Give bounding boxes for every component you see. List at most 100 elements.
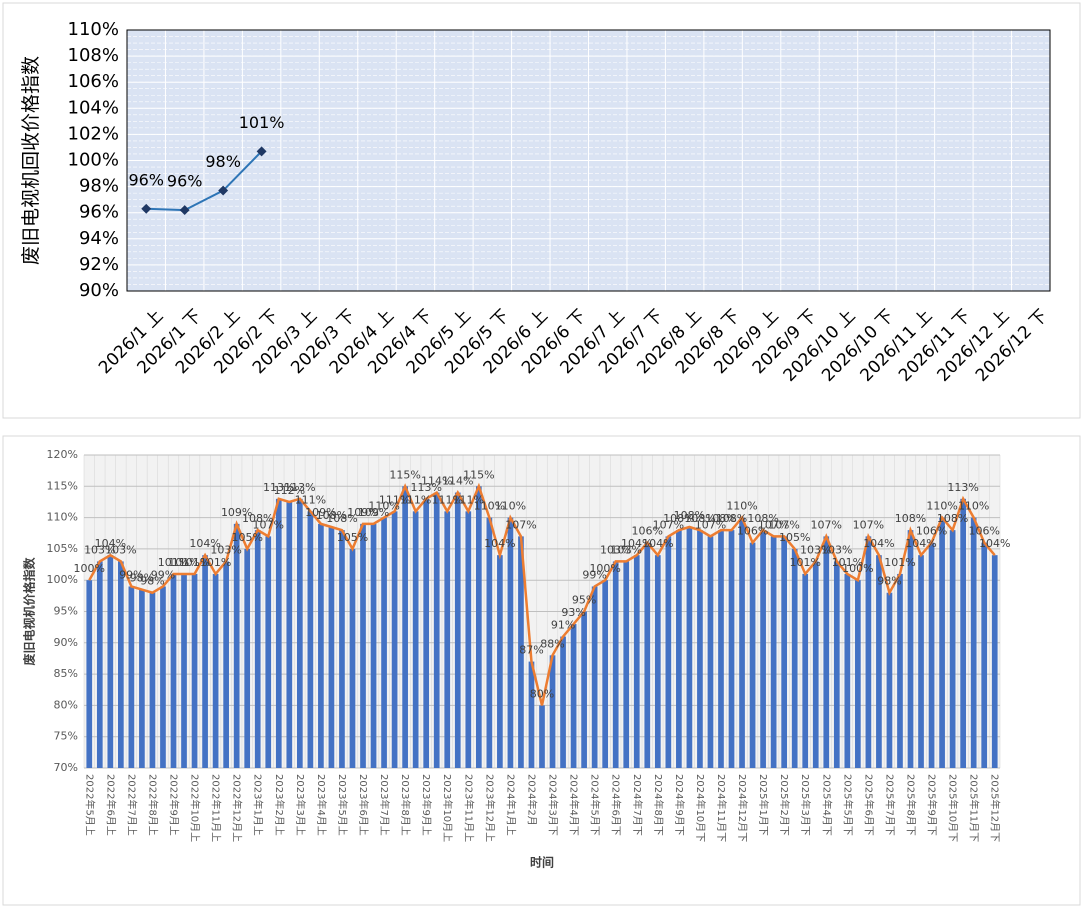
data-label: 101% [884,556,915,569]
y-tick-label: 100% [68,150,119,171]
x-tick-label: 2023年9月上 [420,774,433,836]
marker [141,203,152,214]
bar [181,573,187,768]
data-label: 100% [842,562,873,575]
data-label: 87% [519,644,543,657]
bar [981,542,988,768]
x-tick-label: 2024年4月下 [568,774,581,836]
x-tick-label: 2023年8月上 [399,774,412,836]
bar [507,517,514,768]
bar [202,555,208,768]
data-label: 106% [916,525,947,538]
bar [233,523,240,768]
bar [781,536,788,768]
bar [518,536,524,768]
data-label: 103% [105,543,136,556]
data-label: 108% [674,509,705,522]
data-label: 110% [495,500,526,513]
x-tick-label: 2022年9月上 [167,774,180,836]
x-tick-label: 2022年5月上 [83,774,96,836]
bar [949,530,956,768]
bar [96,561,103,768]
x-tick-label: 2025年11月下 [968,774,981,842]
bar [760,530,766,768]
bar [339,530,345,768]
x-tick-label: 2024年3月下 [547,774,560,836]
plot-border [126,29,1051,292]
bar [412,511,419,768]
data-label: 91% [551,619,575,632]
data-label: 113% [263,481,294,494]
bar [591,586,598,768]
bar [612,561,619,768]
bar [897,573,903,768]
y-tick-label: 106% [68,71,119,92]
data-label: 107% [653,518,684,531]
data-label: 101% [832,556,863,569]
bar [402,486,408,768]
y-tick-label: 80% [54,698,78,711]
data-label: 104% [189,537,220,550]
bar [497,555,503,768]
bar [654,555,661,768]
bar [454,492,461,768]
bar [275,498,282,768]
data-label: 115% [463,468,494,481]
data-label: 98% [140,575,164,588]
bar [581,611,587,768]
data-label: 104% [979,537,1010,550]
bar [802,573,809,768]
bar [907,530,914,768]
data-label: 114% [442,475,473,488]
x-tick-label: 2025年12月下 [989,774,1002,842]
bar [118,561,124,768]
data-label: 98% [130,572,154,585]
data-label: 99% [151,568,175,581]
data-label: 100% [74,562,105,575]
bar [644,542,651,768]
marker [179,205,190,216]
data-label: 108% [705,512,736,525]
data-label: 104% [95,537,126,550]
x-tick-label: 2024年1月上 [504,774,517,836]
data-label: 104% [905,537,936,550]
data-label: 99% [119,568,143,581]
bar [254,530,261,768]
y-axis-label: 废旧电视机价格指数 [22,557,37,666]
x-tick-label: 2025年6月下 [862,774,875,836]
x-tick-label: 2023年12月上 [483,774,496,842]
y-tick-label: 85% [54,667,78,680]
x-tick-label: 2025年9月下 [926,774,939,836]
data-label: 101% [200,556,231,569]
bar [623,561,630,768]
bar [486,517,493,768]
bar [381,517,387,768]
data-label: 108% [895,512,926,525]
x-tick-label: 2024年6月下 [610,774,623,836]
bar [886,592,893,768]
bar [139,589,145,768]
y-tick-label: 104% [68,97,119,118]
bar [160,586,166,768]
x-tick-label: 2024年11月下 [715,774,728,842]
bar [707,536,714,768]
bar [686,526,693,768]
data-label: 100% [589,562,620,575]
bar [770,536,777,768]
bar [602,580,609,768]
bar [149,592,156,768]
data-label: 106% [968,525,999,538]
bar [549,655,556,768]
line [146,150,263,212]
data-label: 106% [632,525,663,538]
data-label: 101% [168,556,199,569]
y-tick-label: 90% [54,636,78,649]
bar [833,561,840,768]
x-tick-label: 2025年8月下 [905,774,918,836]
data-label: 104% [621,537,652,550]
data-label: 108% [326,512,357,525]
y-tick-label: 70% [54,761,78,774]
data-label: 95% [572,594,596,607]
